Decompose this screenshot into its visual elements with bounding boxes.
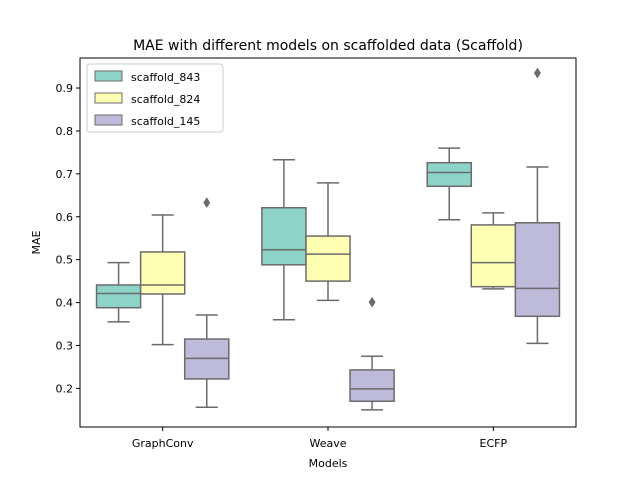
y-axis: 0.2 0.3 0.4 0.5 0.6 0.7 0.8 0.9 <box>56 82 80 395</box>
iqr-box <box>349 369 395 403</box>
box-scaffold_824-GraphConv <box>139 214 186 346</box>
x-axis: GraphConv Weave ECFP <box>132 427 508 450</box>
iqr-box <box>95 284 142 309</box>
legend-swatch <box>94 70 123 82</box>
iqr-box <box>514 222 561 318</box>
iqr-box <box>139 251 186 295</box>
y-tick-label: 0.5 <box>56 254 74 267</box>
outlier-point <box>533 67 541 79</box>
x-tick-label: Weave <box>309 437 346 450</box>
y-tick-label: 0.9 <box>56 82 74 95</box>
legend-swatch <box>94 114 123 126</box>
x-axis-label: Models <box>309 457 348 470</box>
box-scaffold_145-Weave <box>349 296 395 411</box>
legend-label: scaffold_824 <box>131 93 200 106</box>
iqr-box <box>426 161 473 188</box>
legend-label: scaffold_843 <box>131 71 200 84</box>
box-scaffold_843-GraphConv <box>95 261 142 323</box>
outlier-point <box>368 296 376 308</box>
x-tick-label: ECFP <box>480 437 508 450</box>
box-scaffold_824-ECFP <box>470 212 517 290</box>
box-scaffold_145-ECFP <box>514 67 561 345</box>
iqr-box <box>261 206 307 266</box>
x-tick-label: GraphConv <box>132 437 194 450</box>
y-tick-label: 0.2 <box>56 382 74 395</box>
box-scaffold_824-Weave <box>305 182 351 302</box>
outlier-point <box>203 197 211 209</box>
legend: scaffold_843 scaffold_824 scaffold_145 <box>86 63 224 133</box>
y-tick-label: 0.7 <box>56 168 74 181</box>
y-tick-label: 0.3 <box>56 339 74 352</box>
iqr-box <box>305 235 351 282</box>
box-scaffold_843-Weave <box>261 158 307 321</box>
box-scaffold_843-ECFP <box>426 147 473 221</box>
box-scaffold_145-GraphConv <box>183 197 230 409</box>
y-tick-label: 0.6 <box>56 211 74 224</box>
y-axis-label: MAE <box>30 230 43 254</box>
chart-title: MAE with different models on scaffolded … <box>133 38 523 54</box>
legend-swatch <box>94 92 123 104</box>
y-tick-label: 0.4 <box>56 297 74 310</box>
legend-label: scaffold_145 <box>131 115 200 128</box>
y-tick-label: 0.8 <box>56 125 74 138</box>
box-group <box>95 67 561 411</box>
iqr-box <box>470 224 517 288</box>
plot-frame <box>79 57 577 428</box>
